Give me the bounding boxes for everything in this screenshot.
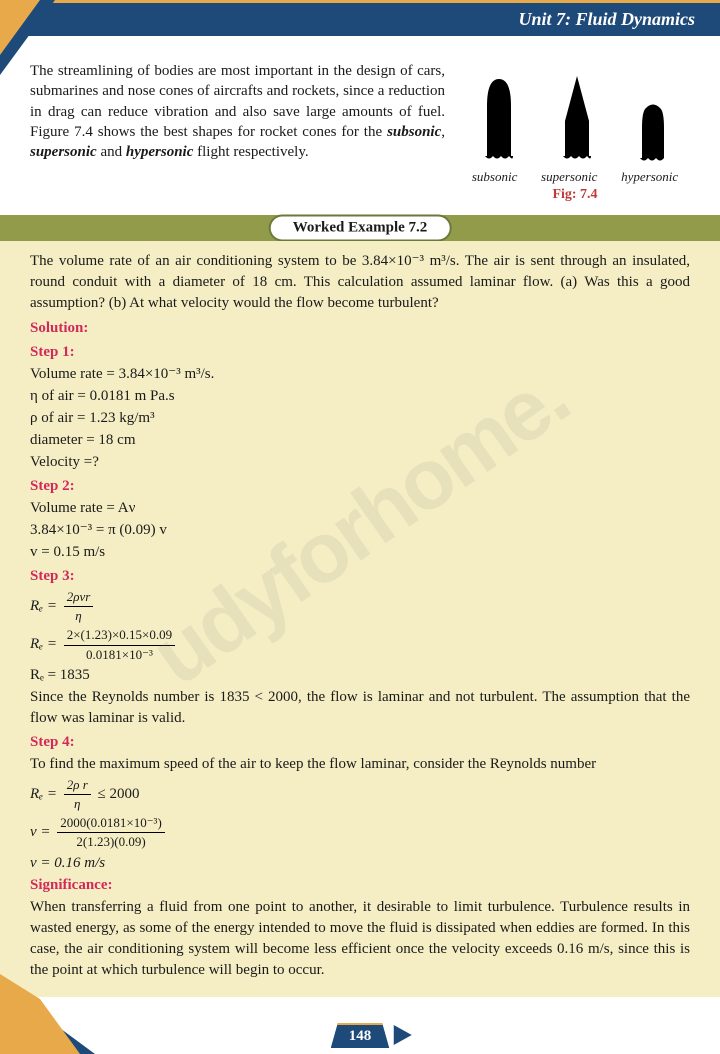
significance-label: Significance: — [30, 875, 690, 896]
solution-label: Solution: — [30, 318, 690, 339]
example-header: Worked Example 7.2 — [0, 215, 720, 241]
significance-text: When transferring a fluid from one point… — [30, 897, 690, 981]
label-hypersonic: hypersonic — [621, 169, 678, 185]
intro-section: The streamlining of bodies are most impo… — [30, 61, 690, 203]
s4-line: To find the maximum speed of the air to … — [30, 754, 690, 775]
question-text: The volume rate of an air conditioning s… — [30, 251, 690, 314]
label-subsonic: subsonic — [472, 169, 518, 185]
example-title: Worked Example 7.2 — [269, 215, 452, 242]
s4-formula: Rₑ = 2ρ rη ≤ 2000 — [30, 776, 690, 813]
s4-formula: v = 2000(0.0181×10⁻³)2(1.23)(0.09) — [30, 814, 690, 851]
s1-line: diameter = 18 cm — [30, 430, 690, 451]
s3-formula: Rₑ = 2ρvrη — [30, 588, 690, 625]
supersonic-shape — [553, 71, 601, 166]
step-1-label: Step 1: — [30, 342, 690, 363]
unit-header: Unit 7: Fluid Dynamics — [0, 0, 720, 36]
s2-line: 3.84×10⁻³ = π (0.09) v — [30, 520, 690, 541]
label-supersonic: supersonic — [541, 169, 597, 185]
s1-line: η of air = 0.0181 m Pa.s — [30, 386, 690, 407]
s1-line: ρ of air = 1.23 kg/m³ — [30, 408, 690, 429]
figure-7-4: subsonic supersonic hypersonic Fig: 7.4 — [460, 61, 690, 203]
s1-line: Velocity =? — [30, 452, 690, 473]
page-number: 148 — [331, 1023, 390, 1048]
step-3-label: Step 3: — [30, 566, 690, 587]
s3-text: Since the Reynolds number is 1835 < 2000… — [30, 687, 690, 729]
subsonic-shape — [475, 71, 523, 166]
example-body: The volume rate of an air conditioning s… — [0, 241, 720, 997]
s2-line: v = 0.15 m/s — [30, 542, 690, 563]
s4-line: v = 0.16 m/s — [30, 853, 690, 874]
s3-formula: Rₑ = 2×(1.23)×0.15×0.090.0181×10⁻³ — [30, 626, 690, 663]
intro-paragraph: The streamlining of bodies are most impo… — [30, 61, 445, 203]
step-4-label: Step 4: — [30, 732, 690, 753]
s2-line: Volume rate = Aν — [30, 498, 690, 519]
s3-line: Rₑ = 1835 — [30, 665, 690, 686]
hypersonic-shape — [631, 86, 675, 166]
step-2-label: Step 2: — [30, 476, 690, 497]
s1-line: Volume rate = 3.84×10⁻³ m³/s. — [30, 364, 690, 385]
figure-caption: Fig: 7.4 — [460, 187, 690, 203]
